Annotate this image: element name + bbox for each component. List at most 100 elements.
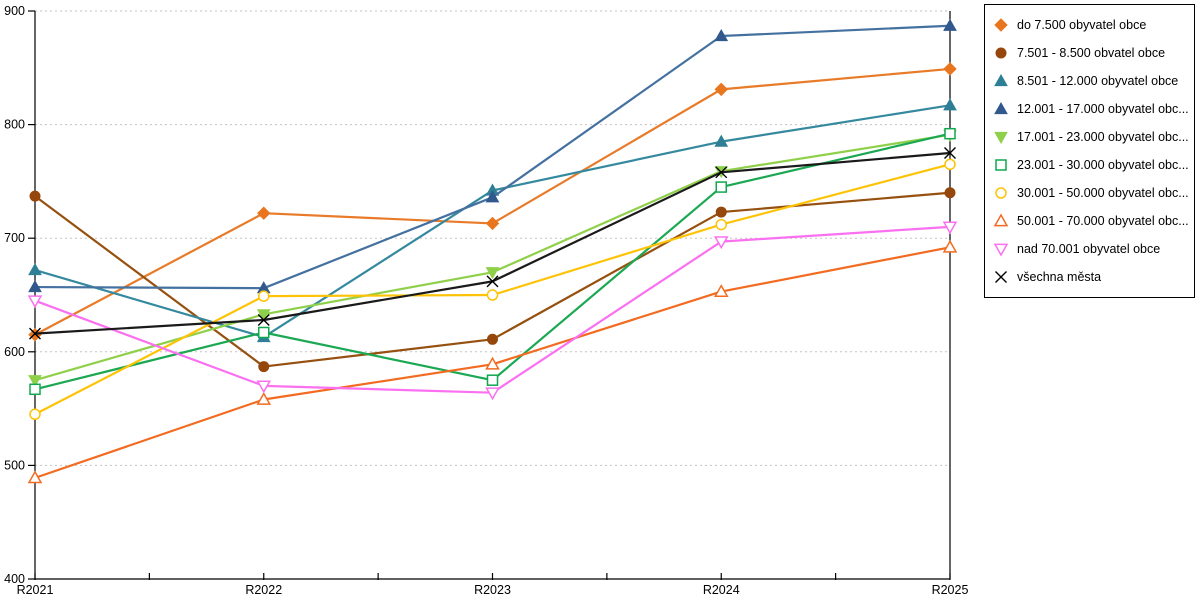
legend-item: všechna města: [993, 263, 1190, 291]
series-50-001-70-000-obyvatel-obc-: [27, 239, 958, 484]
legend-label: 50.001 - 70.000 obyvatel obc...: [1017, 214, 1189, 228]
marker-square: [995, 159, 1007, 171]
legend-triangle-down-icon: [993, 243, 1009, 257]
marker-square: [258, 326, 270, 339]
marker-circle: [944, 158, 956, 171]
series-v-echna-m-sta: [29, 147, 956, 340]
x-tick-label: R2021: [17, 583, 54, 597]
marker-triangle-up: [994, 101, 1008, 115]
marker-circle: [715, 206, 727, 218]
marker-triangle-up: [256, 391, 272, 405]
marker-triangle-down: [27, 295, 43, 309]
marker-triangle-down: [993, 243, 1009, 257]
marker-triangle-up: [714, 28, 729, 42]
legend: do 7.500 obyvatel obce 7.501 - 8.500 obva…: [984, 4, 1195, 298]
marker-circle: [486, 289, 499, 301]
legend-triangle-up-icon: [994, 73, 1008, 87]
legend-item: do 7.500 obyvatel obce: [993, 11, 1190, 39]
marker-square: [715, 181, 727, 193]
marker-triangle-up: [943, 98, 957, 111]
legend-label: 12.001 - 17.000 obyvatel obc...: [1017, 102, 1189, 116]
line-chart: 400 500 600 700 800 900 R2021 R2022 R2023 R2024 R2…: [4, 4, 969, 597]
marker-triangle-down: [994, 131, 1008, 145]
marker-x-cross: [944, 147, 956, 159]
legend-triangle-up-icon: [993, 213, 1009, 227]
legend-diamond-icon: [994, 18, 1008, 32]
x-tick-label: R2025: [932, 583, 969, 597]
marker-triangle-up: [942, 239, 958, 253]
marker-triangle-up: [714, 134, 729, 147]
legend-label: všechna města: [1017, 270, 1102, 284]
marker-triangle-up: [485, 190, 500, 203]
marker-circle: [258, 361, 270, 373]
marker-triangle-down: [256, 380, 272, 394]
series-12-001-17-000-obyvatel-obc-: [28, 18, 957, 294]
legend-circle-icon: [995, 187, 1007, 199]
y-tick-label: 900: [4, 4, 25, 18]
legend-item: 30.001 - 50.000 obyvatel obc...: [993, 179, 1190, 207]
marker-diamond: [485, 216, 500, 231]
marker-triangle-up: [994, 73, 1008, 87]
marker-diamond: [943, 62, 957, 76]
marker-triangle-down: [485, 387, 500, 401]
marker-circle: [995, 47, 1007, 59]
marker-triangle-up: [28, 262, 42, 276]
marker-x-cross: [995, 271, 1007, 283]
series-line: [33, 151, 952, 335]
legend-item: 7.501 - 8.500 obvatel obce: [993, 39, 1190, 67]
marker-triangle-up: [28, 280, 42, 293]
legend-label: 7.501 - 8.500 obvatel obce: [1017, 46, 1166, 60]
marker-circle: [29, 408, 41, 421]
legend-label: 17.001 - 23.000 obyvatel obc...: [1017, 130, 1189, 144]
marker-triangle-down: [713, 236, 729, 250]
marker-circle: [487, 333, 498, 345]
marker-diamond: [714, 82, 728, 97]
marker-triangle-down: [485, 267, 500, 280]
marker-diamond: [257, 206, 271, 220]
marker-circle: [995, 187, 1007, 199]
series-23-001-30-000-obyvatel-obc-: [29, 127, 956, 396]
marker-circle: [944, 187, 956, 199]
legend-item: 50.001 - 70.000 obyvatel obc...: [993, 207, 1190, 235]
legend-square-icon: [995, 159, 1007, 171]
y-tick-label: 400: [4, 572, 25, 586]
y-tick-label: 600: [4, 345, 25, 359]
marker-circle: [258, 290, 270, 302]
marker-diamond: [28, 328, 42, 342]
marker-x-cross: [715, 166, 728, 179]
legend-x-cross-icon: [995, 271, 1007, 283]
marker-triangle-up: [713, 284, 729, 297]
marker-square: [29, 383, 41, 396]
legend-item: 12.001 - 17.000 obyvatel obc...: [993, 95, 1190, 123]
marker-triangle-down: [942, 221, 958, 235]
legend-item: 17.001 - 23.000 obyvatel obc...: [993, 123, 1190, 151]
series-17-001-23-000-obyvatel-obc-: [28, 129, 957, 388]
legend-circle-icon: [995, 47, 1007, 59]
legend-item: 23.001 - 30.000 obyvatel obc...: [993, 151, 1190, 179]
marker-triangle-down: [256, 309, 271, 322]
marker-circle: [29, 190, 41, 202]
legend-label: 8.501 - 12.000 obyvatel obce: [1017, 74, 1179, 88]
legend-label: do 7.500 obyvatel obce: [1017, 18, 1147, 32]
marker-x-cross: [257, 313, 270, 326]
legend-item: nad 70.001 obyvatel obce: [993, 235, 1190, 263]
y-tick-label: 800: [4, 118, 25, 132]
x-tick-label: R2024: [703, 583, 740, 597]
marker-diamond: [994, 18, 1008, 32]
legend-item: 8.501 - 12.000 obyvatel obce: [993, 67, 1190, 95]
legend-label: 23.001 - 30.000 obyvatel obc...: [1017, 158, 1189, 172]
marker-square: [486, 374, 499, 386]
marker-triangle-up: [943, 18, 957, 31]
x-tick-label: R2023: [474, 583, 511, 597]
series-nad-70-001-obyvatel-obce: [27, 221, 958, 401]
marker-triangle-up: [485, 356, 500, 370]
legend-triangle-up-icon: [994, 101, 1008, 115]
legend-label: nad 70.001 obyvatel obce: [1017, 242, 1161, 256]
marker-circle: [715, 218, 727, 231]
legend-label: 30.001 - 50.000 obyvatel obc...: [1017, 186, 1189, 200]
marker-x-cross: [29, 327, 41, 340]
marker-triangle-up: [993, 213, 1009, 227]
series-do-7-500-obyvatel-obce: [28, 62, 957, 342]
marker-triangle-down: [28, 375, 42, 388]
